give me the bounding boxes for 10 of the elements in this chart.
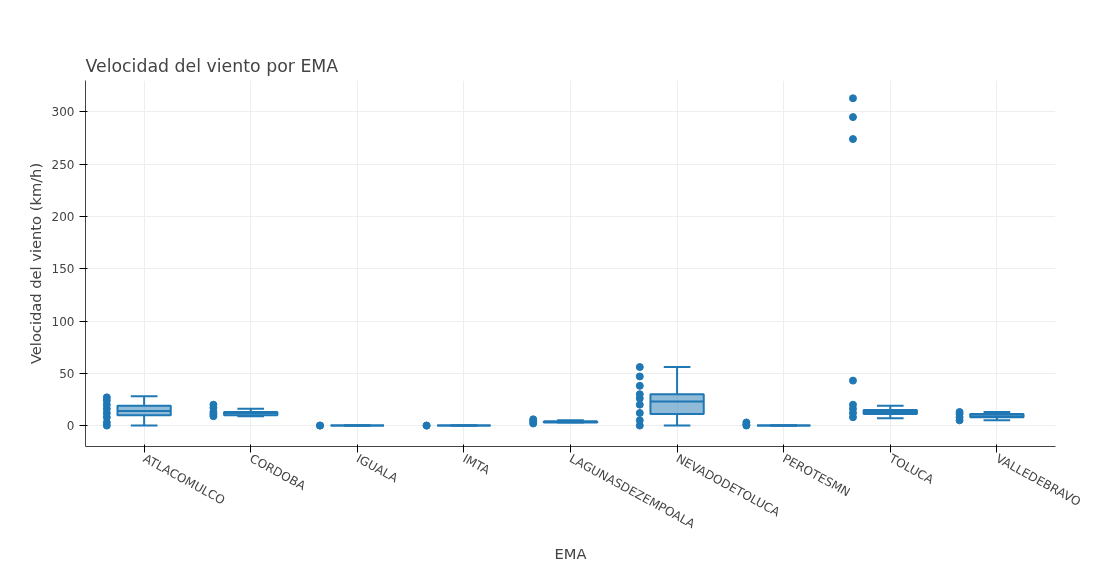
x-axis-title: EMA: [554, 545, 587, 563]
y-tick-label: 50: [59, 366, 75, 381]
y-tick-label: 0: [66, 419, 75, 434]
y-tick-label: 150: [51, 262, 75, 277]
y-tick-label: 200: [51, 209, 75, 224]
y-tick-label: 250: [51, 157, 75, 172]
y-axis-title: Velocidad del viento (km/h): [26, 162, 44, 365]
y-tick-label: 100: [51, 314, 75, 329]
chart-title: Velocidad del viento por EMA: [85, 55, 339, 76]
y-tick-label: 300: [51, 105, 75, 120]
